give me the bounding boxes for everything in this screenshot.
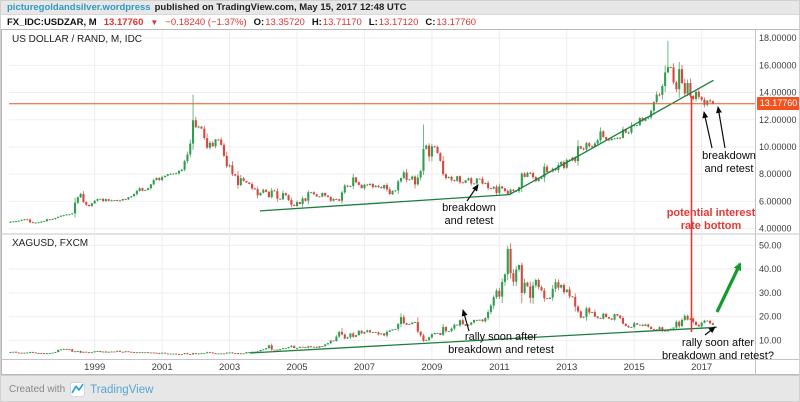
y-axis-label: 10.00000 [759, 142, 797, 152]
down-triangle-icon: ▼ [150, 17, 159, 27]
annotation-arrow [466, 184, 479, 202]
close-label: C: [425, 16, 436, 28]
high-value: 13.71170 [322, 16, 362, 28]
open-label: O: [253, 16, 265, 28]
y-axis-label: 40.00 [759, 264, 782, 274]
created-with-text: Created with [9, 384, 66, 395]
x-axis-label: 2015 [624, 362, 645, 373]
trendline[interactable] [509, 79, 714, 196]
y-axis-label: 16.00000 [759, 60, 797, 70]
trendline[interactable] [259, 193, 510, 212]
x-axis-label: 2003 [219, 362, 240, 373]
publish-bar: picturegoldandsilver.wordpress published… [1, 1, 799, 15]
x-axis-label: 2017 [691, 362, 712, 373]
symbol-title[interactable]: FX_IDC:USDZAR, M [7, 16, 97, 28]
tradingview-brand-link[interactable]: TradingView [90, 383, 154, 396]
y-axis-label: 6.00000 [759, 196, 792, 206]
x-axis-label: 2013 [556, 362, 577, 373]
y-axis-label: 20.00 [759, 312, 782, 322]
legend-low: L:13.17120 [369, 17, 419, 28]
x-axis-label: 1999 [84, 362, 105, 373]
y-axis-label: 50.00 [759, 240, 782, 250]
high-label: H: [311, 16, 322, 28]
y-axis-label: 10.00 [759, 335, 782, 345]
x-axis-label: 2009 [421, 362, 442, 373]
open-value: 13.35720 [265, 16, 305, 28]
x-axis-label: 2011 [489, 362, 509, 373]
y-axis-label: 18.00000 [759, 33, 797, 43]
last-price-axis-label: 13.17760 [757, 97, 799, 111]
trendline[interactable] [249, 326, 717, 354]
low-value: 13.17120 [378, 16, 419, 28]
y-axis-label: 12.00000 [759, 115, 797, 125]
y-axis-label: 8.00000 [759, 169, 792, 179]
legend-close: C:13.17760 [425, 17, 476, 28]
close-value: 13.17760 [436, 16, 477, 28]
publish-info: published on TradingView.com, May 15, 20… [154, 2, 407, 13]
annotation-breakdown-retest-2: breakdown and retest [702, 150, 756, 175]
author-link[interactable]: picturegoldandsilver.wordpress [7, 2, 151, 13]
annotation-potential-rate-bottom: potential interest rate bottom [666, 207, 756, 232]
y-axis-label: 14.00000 [759, 88, 797, 98]
annotation-rally-1: rally soon after breakdown and retest [448, 331, 554, 356]
annotation-arrow [702, 111, 713, 149]
annotation-breakdown-retest-1: breakdown and retest [442, 202, 496, 227]
y-axis-label: 30.00 [759, 288, 782, 298]
legend-last-price: 13.17760 [103, 16, 144, 28]
symbol-legend-bar: FX_IDC:USDZAR, M 13.17760 ▼ −0.18240 (−1… [1, 15, 799, 29]
annotation-arrow [704, 326, 716, 336]
y-axis-label: 4.00000 [759, 224, 792, 234]
tradingview-logo-icon[interactable] [70, 382, 86, 397]
x-axis-label: 2007 [354, 362, 375, 373]
pane2-symbol-label: XAGUSD, FXCM [12, 238, 89, 249]
annotation-arrow [461, 309, 470, 332]
legend-change: −0.18240 (−1.37%) [165, 16, 247, 28]
low-label: L: [368, 16, 378, 28]
legend-open: O:13.35720 [254, 17, 305, 28]
footer-bar: Created with TradingView [1, 375, 799, 401]
annotation-arrow [716, 106, 726, 149]
annotation-rally-2: rally soon after breakdown and retest? [662, 337, 774, 362]
projection-arrow[interactable] [715, 262, 742, 313]
x-axis-label: 2005 [286, 362, 307, 373]
x-axis-label: 2001 [152, 362, 173, 373]
pane1-symbol-label: US DOLLAR / RAND, M, IDC [12, 34, 143, 45]
legend-high: H:13.71170 [312, 17, 362, 28]
